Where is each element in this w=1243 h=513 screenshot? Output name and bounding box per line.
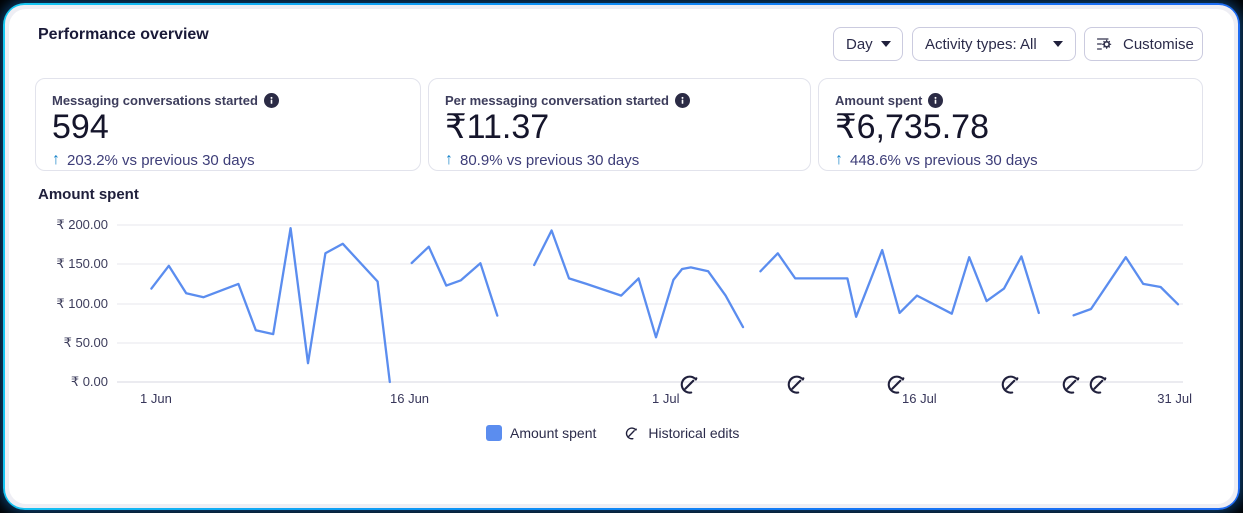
svg-text:1 Jul: 1 Jul xyxy=(652,391,680,406)
svg-text:₹ 0.00: ₹ 0.00 xyxy=(71,374,108,389)
svg-text:₹ 100.00: ₹ 100.00 xyxy=(56,296,108,311)
svg-text:16 Jul: 16 Jul xyxy=(902,391,937,406)
svg-text:16 Jun: 16 Jun xyxy=(390,391,429,406)
svg-text:₹ 50.00: ₹ 50.00 xyxy=(64,335,108,350)
svg-text:₹ 200.00: ₹ 200.00 xyxy=(56,217,108,232)
svg-text:1 Jun: 1 Jun xyxy=(140,391,172,406)
svg-text:₹ 150.00: ₹ 150.00 xyxy=(56,256,108,271)
svg-text:31 Jul: 31 Jul xyxy=(1157,391,1192,406)
